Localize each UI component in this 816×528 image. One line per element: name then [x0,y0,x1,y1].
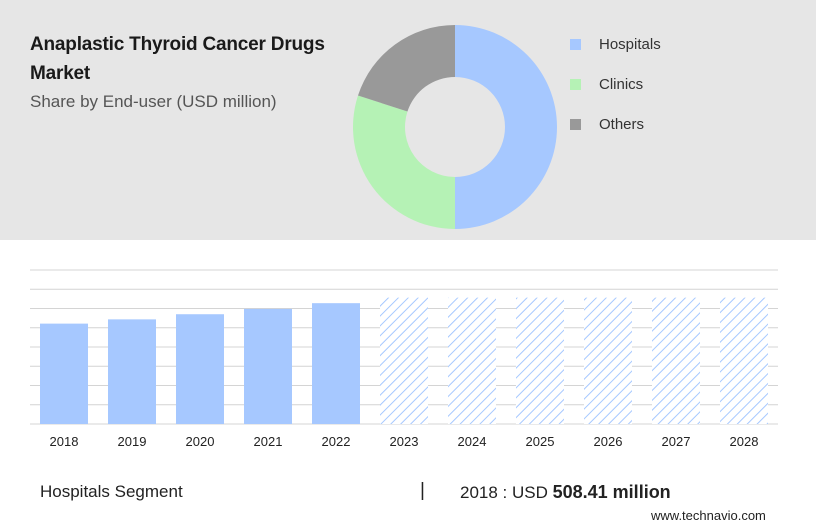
bar-2027 [652,297,700,424]
bar-chart: 2018 2019 2020 2021 2022 2023 2024 2025 2026 2027… [30,269,778,449]
bar-2028 [720,297,768,424]
website-watermark: www.technavio.com [651,508,766,523]
bar-2024 [448,297,496,424]
footer-separator: | [420,480,425,501]
x-tick-label-2018: 2018 [50,434,79,449]
footer-value: 508.41 million [552,482,671,502]
x-tick-label-2024: 2024 [458,434,487,449]
x-tick-label-2025: 2025 [526,434,555,449]
x-tick-label-2028: 2028 [730,434,759,449]
x-tick-label-2022: 2022 [322,434,351,449]
legend-label-others: Others [599,115,645,133]
legend-swatch-clinics [570,78,581,90]
x-tick-label-2026: 2026 [594,434,623,449]
x-tick-label-2021: 2021 [254,434,283,449]
chart-title: Anaplastic Thyroid Cancer Drugs Market [30,34,325,84]
footer-segment-label: Hospitals Segment [40,482,183,501]
bar-2021 [244,308,292,424]
bar-2018 [40,323,88,424]
footer-year-value: 2018 : USD 508.41 million [460,482,671,503]
donut-slice-hospitals [455,25,557,229]
chart-subtitle: Share by End-user (USD million) [30,92,277,111]
bar-2019 [108,319,156,424]
bar-2020 [176,314,224,424]
bar-2022 [312,303,360,424]
legend-swatch-others [570,118,581,130]
x-tick-label-2019: 2019 [118,434,147,449]
x-tick-label-2020: 2020 [186,434,215,449]
legend-item-clinics: Clinics [570,74,661,94]
legend-swatch-hospitals [570,38,581,50]
bar-2025 [516,297,564,424]
legend-item-hospitals: Hospitals [570,34,661,54]
donut-slice-others [357,25,455,112]
legend-label-hospitals: Hospitals [599,35,661,53]
donut-chart [353,25,557,229]
x-tick-label-2027: 2027 [662,434,691,449]
legend-label-clinics: Clinics [599,75,644,93]
footer-year-prefix: 2018 : USD [460,483,548,502]
legend-item-others: Others [570,114,661,134]
bar-2026 [584,297,632,424]
donut-legend: Hospitals Clinics Others [570,34,661,154]
x-tick-label-2023: 2023 [390,434,419,449]
donut-slice-clinics [353,95,455,229]
bar-2023 [380,297,428,424]
